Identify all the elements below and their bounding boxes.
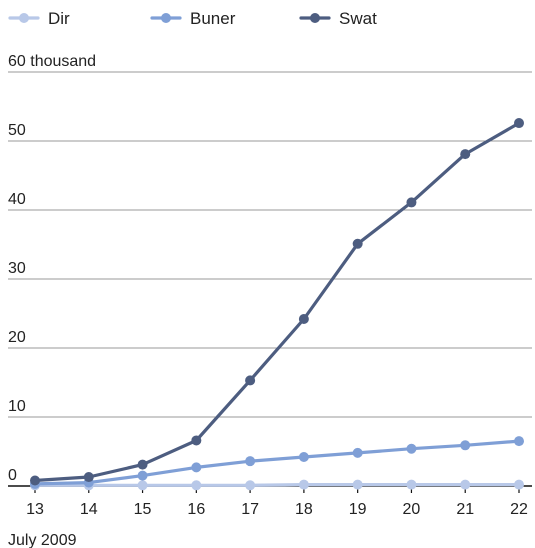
series-buner — [30, 436, 524, 489]
swat-point-17 — [245, 375, 256, 386]
y-tick-label-10: 10 — [8, 398, 26, 415]
dir-point-17 — [245, 480, 256, 491]
series-lines — [30, 118, 524, 491]
swat-line — [33, 121, 521, 483]
x-tick-label-17: 17 — [241, 501, 259, 518]
buner-point-17 — [245, 456, 256, 467]
x-tick-label-18: 18 — [295, 501, 313, 518]
series-dir — [30, 479, 524, 491]
dir-point-18 — [298, 479, 309, 490]
legend-swatch-marker-buner — [161, 13, 171, 23]
x-tick-label-22: 22 — [510, 501, 528, 518]
swat-point-22 — [514, 118, 524, 129]
dir-point-16 — [191, 480, 202, 491]
legend: Dir Buner Swat — [8, 9, 377, 28]
y-tick-label-30: 30 — [8, 260, 26, 277]
swat-point-18 — [298, 314, 309, 325]
swat-point-15 — [137, 459, 148, 470]
dir-line — [33, 483, 521, 487]
dir-point-20 — [406, 479, 417, 490]
swat-point-14 — [83, 472, 94, 483]
legend-label-buner: Buner — [190, 9, 236, 28]
dir-point-19 — [352, 479, 363, 490]
legend-item-swat: Swat — [299, 9, 377, 28]
dir-point-22 — [514, 479, 524, 490]
swat-point-20 — [406, 197, 417, 208]
x-tick-label-13: 13 — [26, 501, 44, 518]
buner-point-22 — [514, 436, 524, 447]
y-tick-label-0: 0 — [8, 467, 17, 484]
legend-swatch-marker-swat — [310, 13, 320, 23]
swat-point-21 — [460, 149, 471, 160]
x-tick-label-21: 21 — [456, 501, 474, 518]
dir-point-15 — [137, 480, 148, 491]
buner-point-16 — [191, 462, 202, 473]
y-tick-label-50: 50 — [8, 122, 26, 139]
buner-point-15 — [137, 470, 148, 481]
x-tick-label-20: 20 — [403, 501, 421, 518]
buner-point-19 — [352, 447, 363, 458]
buner-line — [33, 439, 521, 486]
gridlines — [8, 71, 532, 418]
x-tick-label-16: 16 — [187, 501, 205, 518]
buner-point-20 — [406, 443, 417, 454]
y-tick-label-60: 60 thousand — [8, 53, 96, 70]
x-tick-label-15: 15 — [134, 501, 152, 518]
legend-swatch-marker-dir — [19, 13, 29, 23]
swat-point-13 — [30, 475, 40, 486]
legend-item-dir: Dir — [8, 9, 70, 28]
x-axis: July 2009 13 14 15 16 17 18 19 20 21 22 — [8, 485, 532, 548]
x-axis-caption: July 2009 — [8, 532, 77, 548]
legend-label-swat: Swat — [339, 9, 377, 28]
dir-point-21 — [460, 479, 471, 490]
swat-point-19 — [352, 238, 363, 249]
legend-label-dir: Dir — [48, 9, 70, 28]
x-tick-label-14: 14 — [80, 501, 98, 518]
buner-point-18 — [298, 452, 309, 463]
x-tick-label-19: 19 — [349, 501, 367, 518]
y-tick-label-20: 20 — [8, 329, 26, 346]
buner-point-21 — [460, 440, 471, 451]
y-tick-label-40: 40 — [8, 191, 26, 208]
legend-item-buner: Buner — [150, 9, 236, 28]
series-swat — [30, 118, 524, 486]
y-axis: 0 10 20 30 40 50 60 thousand — [8, 53, 96, 484]
swat-point-16 — [191, 435, 202, 446]
